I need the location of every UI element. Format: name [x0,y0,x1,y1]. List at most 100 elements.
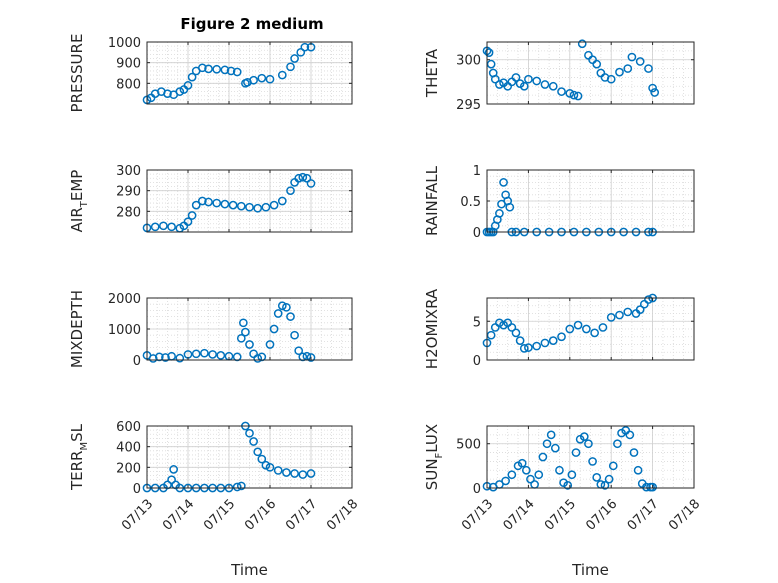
data-point [245,340,254,349]
data-point [302,173,312,183]
data-point [273,309,283,318]
y-tick-labels: 800 900 1000 [108,36,141,92]
data-point [642,482,651,492]
data-point [548,81,558,91]
data-point [519,344,529,353]
data-point [540,80,550,89]
data-point [159,221,168,231]
data-point [582,324,591,334]
x-tick-labels: 07/13 07/14 07/15 07/16 07/17 07/18 [459,497,703,534]
axes-frame [146,425,353,489]
data-point [532,341,542,351]
data-point [546,430,556,440]
y-tick-labels: 00.51 [460,164,481,241]
data-point [306,469,316,478]
data-point [557,87,566,96]
data-point [253,203,263,213]
data-point [569,90,579,100]
data-point [571,448,581,457]
data-point [239,318,248,328]
data-point [650,88,660,97]
data-point [499,178,508,187]
data-point [236,333,246,343]
y-tick-label: 0.5 [460,195,481,210]
y-axis-label: TERRMSL [68,423,90,491]
axes-frame [486,425,695,489]
data-point [191,349,201,359]
y-tick-label: 1000 [108,323,141,338]
data-point [604,474,614,484]
y-tick-label: 600 [116,420,141,435]
data-point [277,301,287,311]
axes-frame [146,169,353,233]
data-point [623,307,633,317]
data-point [548,336,558,345]
y-tick-label: 1000 [108,36,141,51]
data-point [257,73,267,83]
data-point [161,353,170,362]
data-point [204,64,213,74]
data-point [286,312,295,321]
x-tick-label: 07/15 [542,497,579,534]
data-point [306,353,316,362]
y-tick-label: 0 [473,354,481,369]
data-point [245,428,254,438]
x-tick-label: 07/17 [283,497,320,534]
data-point [150,222,160,232]
data-point [300,42,310,52]
data-point [507,470,517,480]
x-tick-label: 07/13 [119,497,156,534]
data-point [290,330,299,340]
data-point [236,201,246,211]
data-point [484,48,494,57]
figure-title: Figure 2 medium [180,15,323,33]
y-tick-labels: 0 1000 2000 [108,292,141,369]
y-tick-labels: 05 [473,315,481,369]
x-tick-labels: 07/13 07/14 07/15 07/16 07/17 07/18 [119,497,361,534]
data-point [220,199,230,209]
y-tick-labels: 295 300 [456,54,481,113]
data-point [265,74,275,84]
y-tick-label: 300 [456,54,481,69]
data-point [573,320,583,330]
y-axis-label: MIXDEPTH [68,290,86,368]
data-point [212,64,222,74]
axes-frame [486,297,695,361]
data-point [565,324,575,334]
data-point [542,439,552,449]
data-point [550,443,560,453]
subplot-7: 0 200 400 600 07/13 07/14 07/15 07/16 07/17 07/18… [68,420,361,579]
data-point [232,67,242,77]
data-point [644,64,653,73]
x-tick-label: 07/18 [666,497,703,534]
data-point [635,305,645,314]
x-tick-label: 07/16 [583,497,620,534]
data-point [615,67,624,77]
y-axis-label: RAINFALL [423,165,441,236]
y-tick-label: 500 [456,438,481,453]
data-point [286,62,295,72]
data-point [273,466,283,475]
data-point [495,209,504,218]
data-point [519,81,529,91]
y-axis-label: AIRTEMP [68,170,90,233]
data-point [216,351,226,360]
y-axis-label: SUNFLUX [423,424,445,490]
y-tick-label: 2000 [108,292,141,307]
data-point [200,348,209,358]
data-point [226,66,236,76]
y-tick-label: 400 [116,441,141,456]
data-point [167,475,176,485]
data-point [261,460,271,470]
x-tick-label: 07/18 [324,497,361,534]
axes-frame [486,41,695,105]
data-point [269,324,279,334]
data-point [579,432,589,441]
data-point [290,469,299,478]
data-point [633,465,643,475]
y-tick-label: 900 [116,57,141,72]
data-point [515,336,525,345]
data-point [257,454,267,464]
y-tick-labels: 0 500 [456,438,481,497]
data-point [623,64,633,73]
